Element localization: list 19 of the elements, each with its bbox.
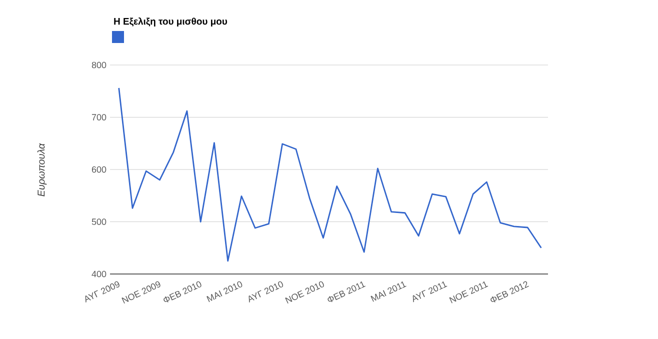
x-tick-label: ΦΕΒ 2010	[164, 281, 202, 302]
x-tick-label: ΜΑΙ 2011	[370, 281, 406, 302]
y-tick-label: 400	[92, 270, 106, 278]
y-tick-label: 700	[92, 114, 106, 120]
chart-title: Η Εξελιξη του μισθου μου	[114, 17, 228, 27]
x-tick-label: ΑΥΓ 2010	[248, 281, 284, 303]
x-tick-label: ΦΕΒ 2012	[490, 281, 529, 302]
x-tick-label: ΑΥΓ 2009	[85, 281, 120, 303]
y-tick-label: 800	[92, 62, 106, 68]
x-tick-label: ΝΟΕ 2011	[449, 281, 488, 304]
y-tick-label: 600	[92, 166, 106, 173]
x-tick-label: ΦΕΒ 2011	[328, 281, 366, 302]
x-tick-label: ΝΟΕ 2009	[122, 281, 160, 304]
x-tick-label: ΑΥΓ 2011	[412, 281, 448, 302]
x-tick-label: ΜΑΙ 2010	[206, 281, 242, 302]
y-tick-label: 500	[92, 218, 106, 225]
x-tick-label: ΝΟΕ 2010	[285, 281, 324, 304]
line-series	[118, 87, 542, 262]
y-axis-title: Ευρωπουλα	[37, 143, 47, 196]
